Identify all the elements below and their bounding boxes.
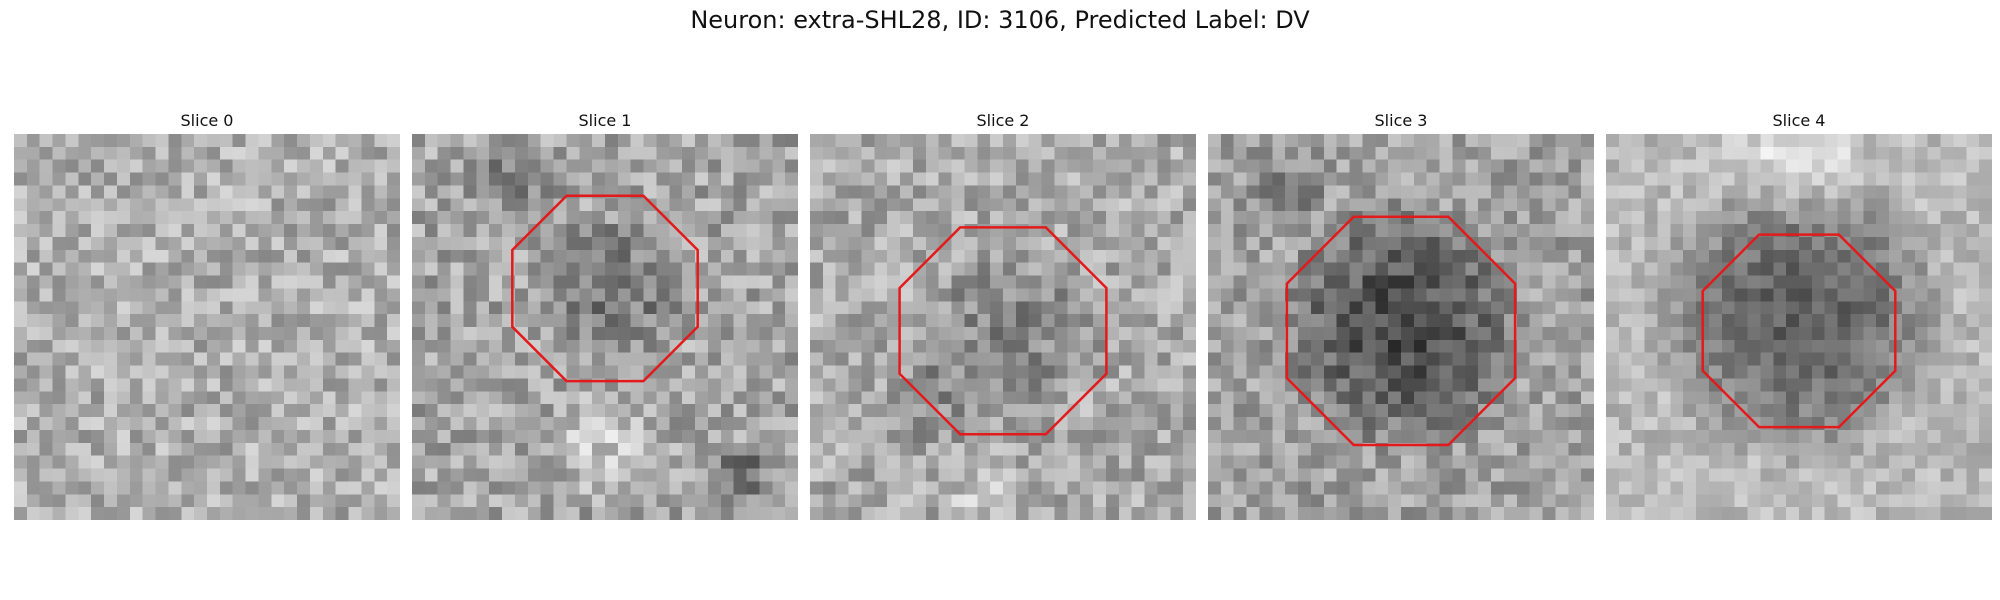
slice-panel-0: Slice 0 [14,110,400,520]
figure-title: Neuron: extra-SHL28, ID: 3106, Predicted… [690,6,1310,34]
slice-panel-4: Slice 4 [1606,110,1992,520]
slice-title-2: Slice 2 [976,111,1030,130]
slice-panel-1: Slice 1 [412,110,798,520]
slice-image-3 [1208,134,1594,520]
slice-title-4: Slice 4 [1772,111,1826,130]
slice-panel-2: Slice 2 [810,110,1196,520]
slice-image-0 [14,134,400,520]
slice-panel-3: Slice 3 [1208,110,1594,520]
slice-title-3: Slice 3 [1374,111,1428,130]
contour-outline-4 [1701,233,1897,429]
contour-outline-1 [511,194,699,383]
slice-title-1: Slice 1 [578,111,632,130]
slice-title-0: Slice 0 [180,111,234,130]
slice-image-1 [412,134,798,520]
contour-outline-3 [1285,215,1517,447]
contour-outline-2 [898,226,1108,436]
slice-image-4 [1606,134,1992,520]
slice-image-2 [810,134,1196,520]
